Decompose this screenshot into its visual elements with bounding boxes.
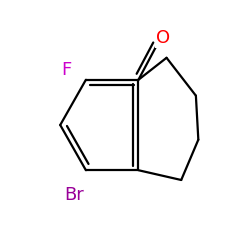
Text: F: F [61, 61, 72, 79]
Text: Br: Br [64, 186, 84, 204]
Text: O: O [156, 29, 170, 47]
